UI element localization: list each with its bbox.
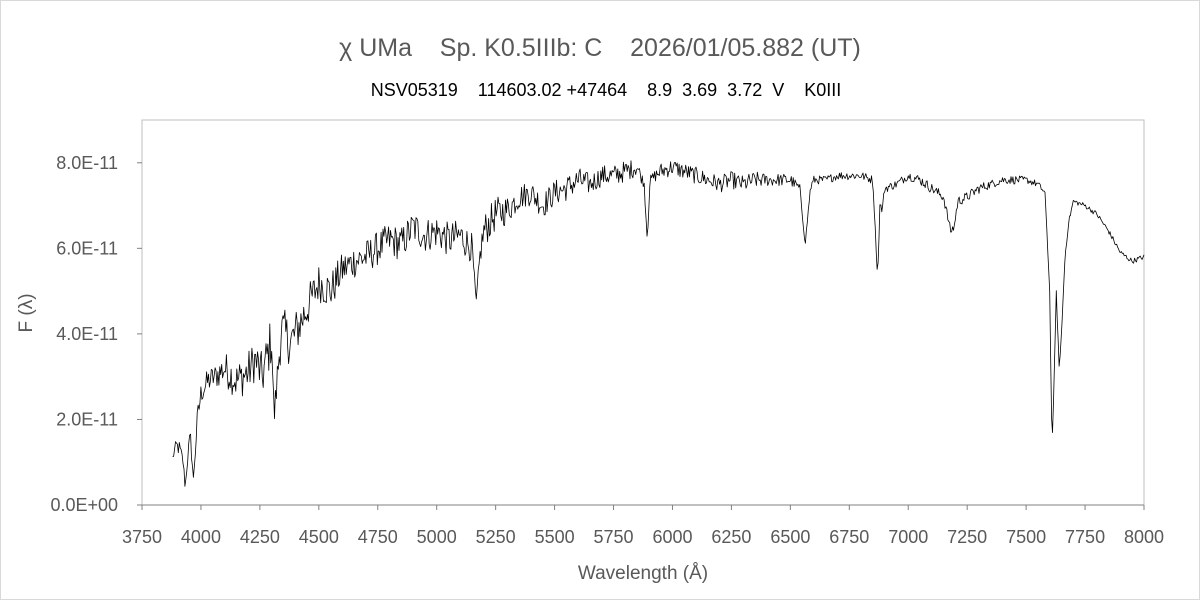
x-tick-label: 5250: [476, 527, 516, 547]
chart-subtitle: NSV05319 114603.02 +47464 8.9 3.69 3.72 …: [370, 80, 842, 100]
spectrum-line: [172, 160, 1145, 487]
x-tick-label: 8000: [1124, 527, 1164, 547]
x-tick-label: 7500: [1006, 527, 1046, 547]
x-tick-label: 6000: [652, 527, 692, 547]
y-tick-label: 8.0E-11: [56, 153, 118, 173]
series-layer: [172, 160, 1145, 487]
x-tick-label: 4250: [240, 527, 280, 547]
y-axis-ticks: 0.0E+00 2.0E-11 4.0E-11 6.0E-11 8.0E-11: [50, 153, 142, 515]
x-tick-label: 7000: [888, 527, 928, 547]
x-tick-label: 5750: [594, 527, 634, 547]
chart-title: χ UMa Sp. K0.5IIIb: C 2026/01/05.882 (UT…: [339, 34, 861, 62]
x-tick-label: 6750: [829, 527, 869, 547]
x-tick-label: 5000: [417, 527, 457, 547]
x-tick-label: 4000: [181, 527, 221, 547]
y-tick-label: 2.0E-11: [56, 409, 118, 429]
x-tick-label: 3750: [122, 527, 162, 547]
y-tick-label: 6.0E-11: [56, 238, 118, 258]
x-tick-label: 4500: [299, 527, 339, 547]
x-tick-label: 5500: [535, 527, 575, 547]
plot-area: [141, 119, 1145, 506]
y-axis-label: F (λ): [16, 293, 37, 332]
x-tick-label: 7750: [1065, 527, 1105, 547]
x-tick-label: 7250: [947, 527, 987, 547]
x-tick-label: 4750: [358, 527, 398, 547]
y-tick-label: 4.0E-11: [56, 324, 118, 344]
x-axis-label: Wavelength (Å): [578, 563, 708, 584]
x-axis-ticks: 3750 4000 4250 4500 4750 5000 5250 5500 5750 6000…: [122, 505, 1164, 547]
x-tick-label: 6250: [711, 527, 751, 547]
x-tick-label: 6500: [770, 527, 810, 547]
y-tick-label: 0.0E+00: [50, 495, 118, 515]
